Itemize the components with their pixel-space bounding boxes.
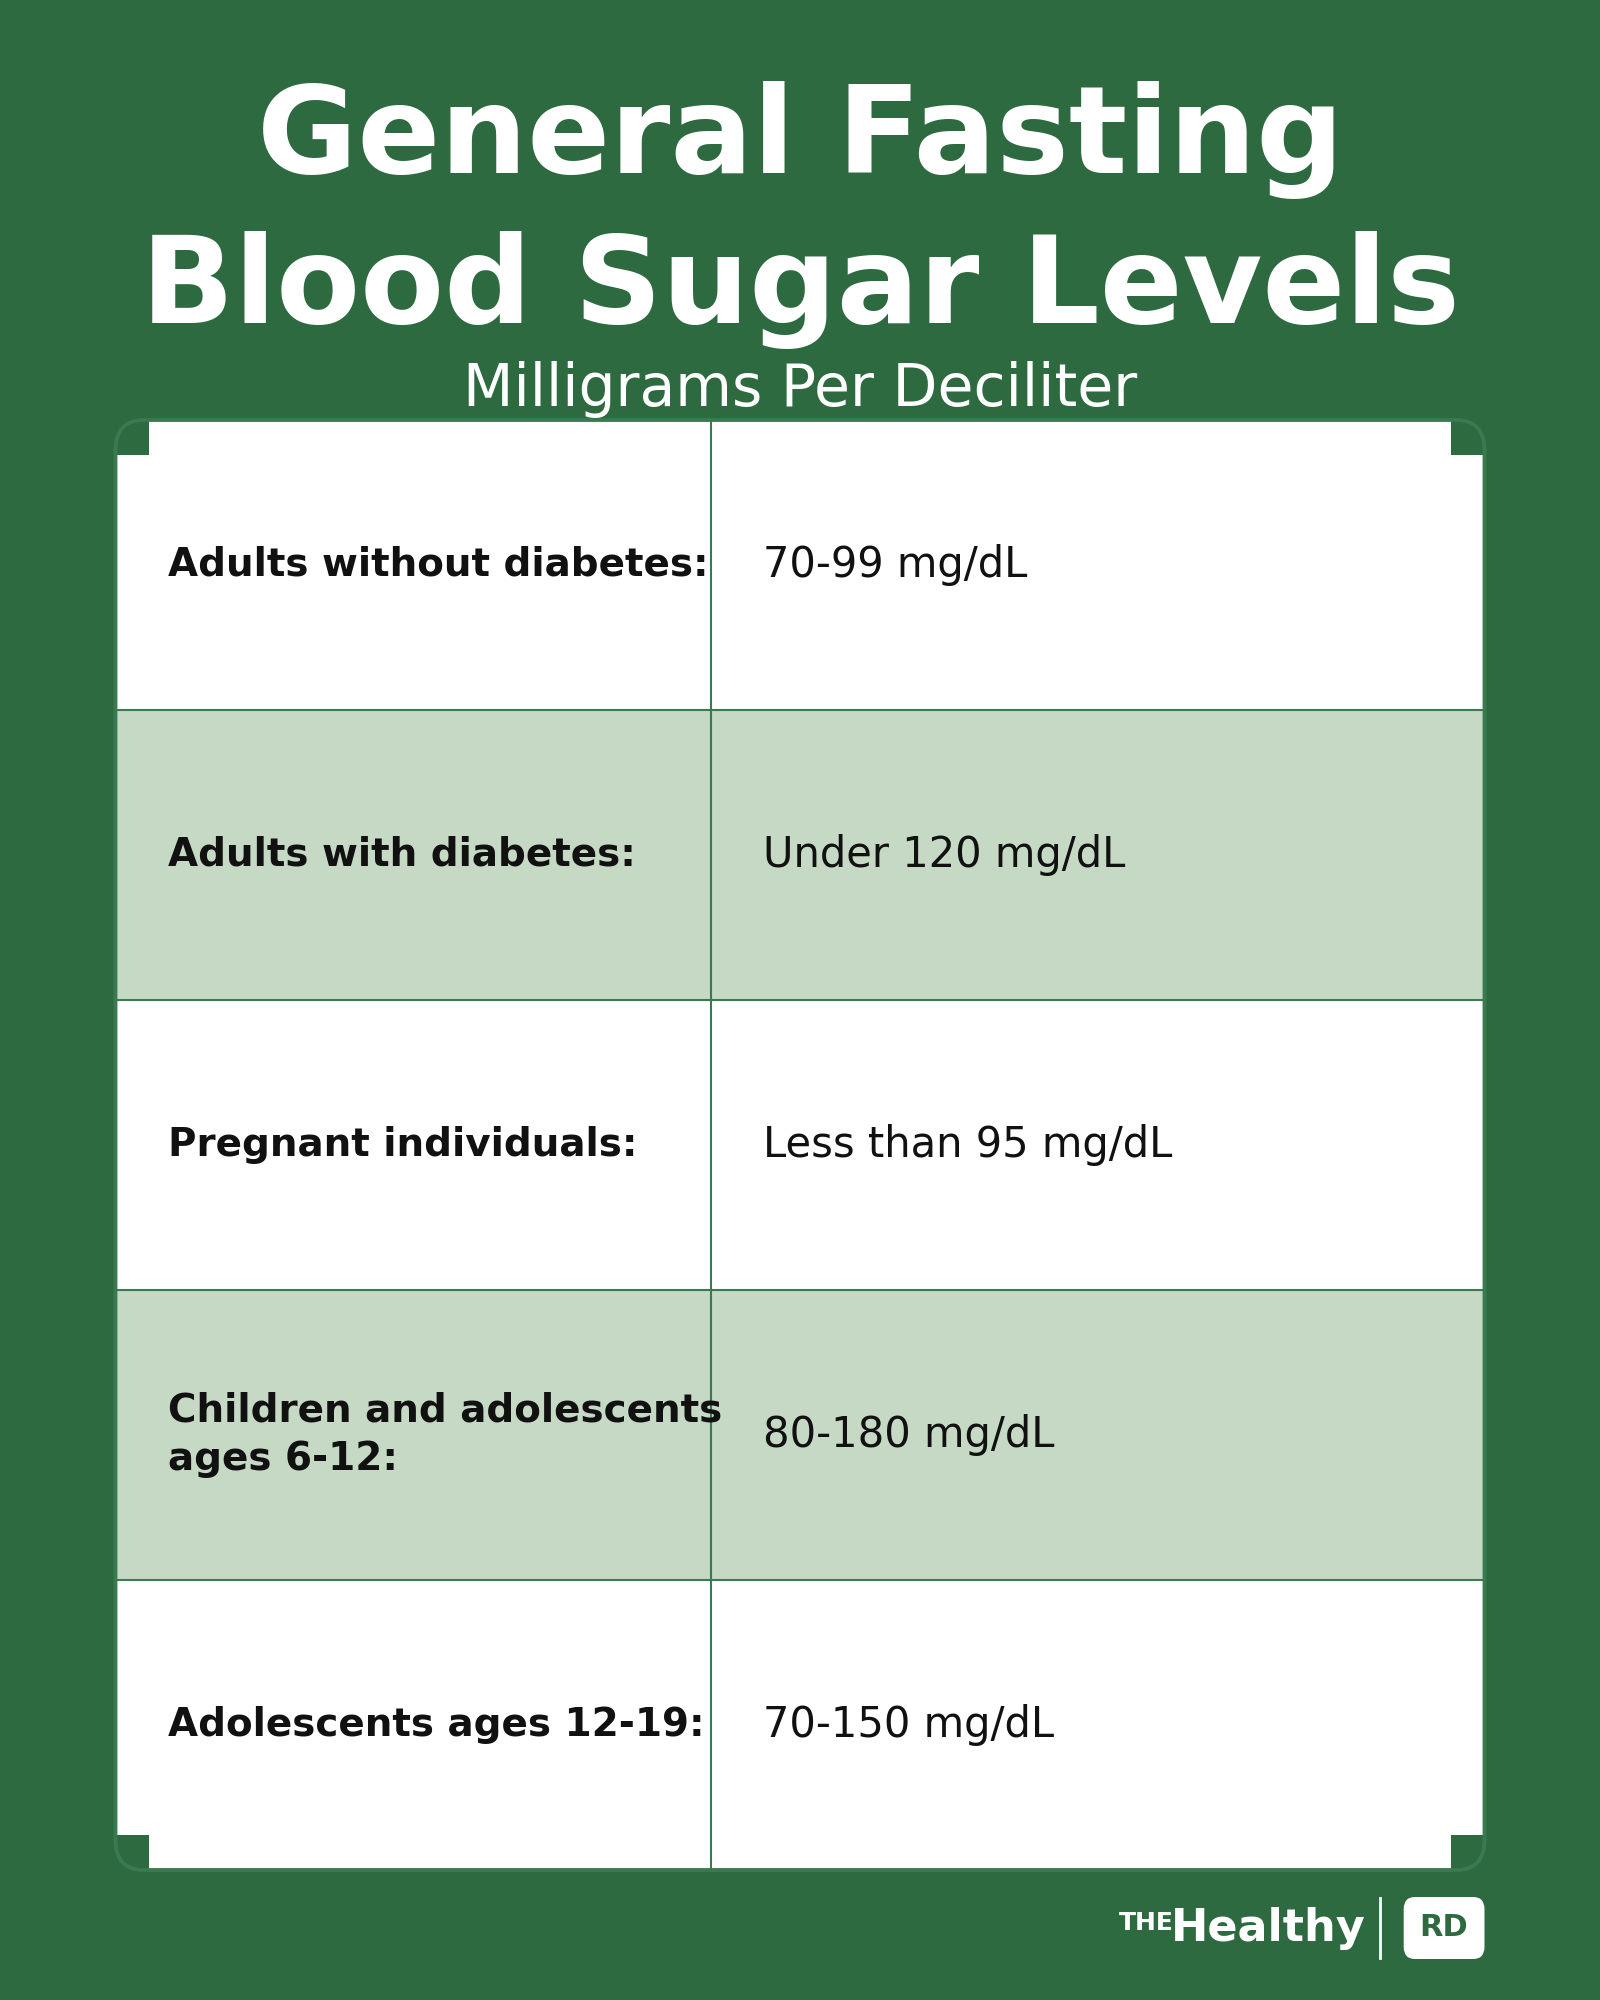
Text: Adults with diabetes:: Adults with diabetes: bbox=[168, 836, 635, 874]
Bar bbox=[115, 710, 1485, 1000]
FancyBboxPatch shape bbox=[115, 420, 1485, 1870]
Text: Adolescents ages 12-19:: Adolescents ages 12-19: bbox=[168, 1706, 704, 1744]
Bar bbox=[115, 1290, 1485, 1580]
Bar bbox=[1451, 1836, 1485, 1870]
Text: 70-99 mg/dL: 70-99 mg/dL bbox=[763, 544, 1027, 586]
Bar bbox=[115, 1836, 149, 1870]
Text: Under 120 mg/dL: Under 120 mg/dL bbox=[763, 834, 1126, 876]
Text: Pregnant individuals:: Pregnant individuals: bbox=[168, 1126, 637, 1164]
Text: 80-180 mg/dL: 80-180 mg/dL bbox=[763, 1414, 1054, 1456]
Text: Adults without diabetes:: Adults without diabetes: bbox=[168, 546, 709, 584]
Text: Children and adolescents
ages 6-12:: Children and adolescents ages 6-12: bbox=[168, 1392, 722, 1478]
Bar bbox=[115, 1290, 1485, 1580]
FancyBboxPatch shape bbox=[1403, 1896, 1485, 1960]
Text: Blood Sugar Levels: Blood Sugar Levels bbox=[141, 230, 1459, 348]
Text: General Fasting: General Fasting bbox=[256, 80, 1344, 198]
Text: Healthy: Healthy bbox=[1171, 1906, 1366, 1950]
Text: Milligrams Per Deciliter: Milligrams Per Deciliter bbox=[462, 362, 1138, 418]
Bar bbox=[1451, 420, 1485, 456]
Text: 70-150 mg/dL: 70-150 mg/dL bbox=[763, 1704, 1054, 1746]
FancyBboxPatch shape bbox=[115, 420, 1485, 1870]
Bar bbox=[115, 710, 1485, 1000]
Text: Less than 95 mg/dL: Less than 95 mg/dL bbox=[763, 1124, 1173, 1166]
Text: RD: RD bbox=[1419, 1914, 1469, 1942]
Bar bbox=[115, 420, 149, 456]
Text: THE: THE bbox=[1118, 1912, 1173, 1936]
